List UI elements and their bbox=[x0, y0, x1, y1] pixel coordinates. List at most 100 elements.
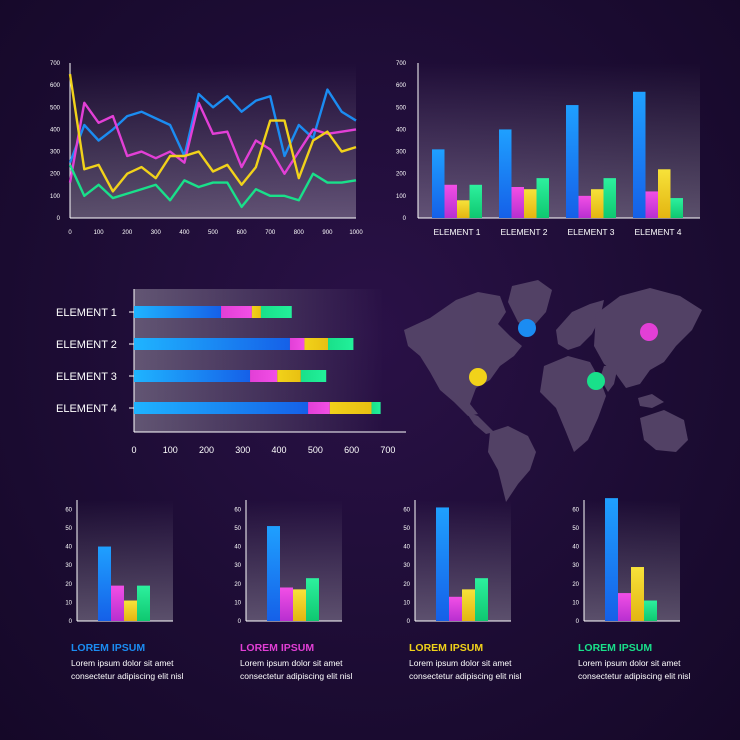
line-x-tick-label: 700 bbox=[265, 230, 276, 236]
mini-bar bbox=[462, 589, 475, 621]
mini-bar bbox=[631, 567, 644, 621]
grouped-y-tick-label: 200 bbox=[396, 172, 407, 178]
mini-y-tick-label: 60 bbox=[234, 507, 241, 513]
mini-bar bbox=[475, 578, 488, 621]
mini-y-tick-label: 20 bbox=[403, 582, 410, 588]
mini-bar-chart-1: 0 10 20 30 40 50 60 bbox=[65, 500, 173, 625]
mini-y-tick-label: 0 bbox=[576, 619, 580, 625]
mini-y-tick-label: 20 bbox=[572, 582, 579, 588]
line-x-tick-label: 300 bbox=[151, 230, 162, 236]
stacked-bar-segment bbox=[134, 338, 290, 350]
mini-y-tick-label: 10 bbox=[572, 600, 579, 606]
grouped-bar bbox=[591, 189, 604, 218]
grouped-y-tick-label: 700 bbox=[396, 61, 407, 67]
line-series-yellow bbox=[68, 73, 357, 193]
mini-bar bbox=[436, 507, 449, 621]
grouped-y-tick-label: 300 bbox=[396, 150, 407, 156]
grouped-y-tick-label: 0 bbox=[403, 216, 407, 222]
map-marker-green[interactable] bbox=[587, 372, 605, 390]
mini-bar bbox=[98, 546, 111, 621]
grouped-bar bbox=[566, 105, 579, 218]
grouped-bar bbox=[511, 187, 524, 218]
map-africa bbox=[540, 356, 606, 452]
stacked-bar-segment bbox=[221, 306, 252, 318]
caption-2: LOREM IPSUM Lorem ipsum dolor sit amet c… bbox=[240, 642, 380, 684]
grouped-bar bbox=[658, 169, 671, 218]
grouped-bar bbox=[603, 178, 616, 218]
mini-bar bbox=[644, 600, 657, 621]
mini-y-tick-label: 20 bbox=[65, 582, 72, 588]
stacked-bar-segment bbox=[328, 338, 354, 350]
line-y-tick-label: 400 bbox=[50, 127, 61, 133]
mini-bar bbox=[306, 578, 319, 621]
grouped-category-label: ELEMENT 1 bbox=[433, 227, 480, 237]
stacked-bar-segment bbox=[134, 402, 309, 414]
caption-2-line2: consectetur adipiscing elit nisl bbox=[240, 671, 353, 681]
mini-bar-chart-3: 0 10 20 30 40 50 60 bbox=[403, 500, 511, 625]
mini-y-tick-label: 50 bbox=[234, 526, 241, 532]
stacked-category-label: ELEMENT 4 bbox=[56, 403, 117, 415]
line-x-tick-label: 1000 bbox=[349, 230, 363, 236]
mini-y-tick-label: 0 bbox=[238, 619, 242, 625]
mini-y-tick-label: 60 bbox=[65, 507, 72, 513]
grouped-bar bbox=[444, 184, 457, 218]
stacked-bar-segment bbox=[251, 306, 261, 318]
mini-bar bbox=[605, 498, 618, 621]
caption-1: LOREM IPSUM Lorem ipsum dolor sit amet c… bbox=[71, 642, 211, 684]
grouped-category-label: ELEMENT 4 bbox=[634, 227, 681, 237]
grouped-bar bbox=[457, 200, 470, 218]
mini-y-tick-label: 50 bbox=[572, 526, 579, 532]
mini-y-tick-label: 30 bbox=[403, 563, 410, 569]
world-map bbox=[404, 280, 702, 502]
stacked-x-tick-label: 600 bbox=[344, 445, 359, 455]
stacked-bar-segment bbox=[304, 338, 329, 350]
mini-y-tick-label: 30 bbox=[65, 563, 72, 569]
line-y-tick-label: 100 bbox=[50, 194, 61, 200]
map-marker-pink[interactable] bbox=[640, 323, 658, 341]
grouped-bar bbox=[469, 184, 482, 218]
stacked-category-label: ELEMENT 1 bbox=[56, 307, 117, 319]
grouped-bar bbox=[536, 178, 549, 218]
grouped-bar bbox=[432, 149, 445, 218]
stacked-bar-segment bbox=[300, 370, 327, 382]
mini-bar bbox=[449, 596, 462, 621]
map-australia bbox=[640, 410, 688, 452]
map-marker-yellow[interactable] bbox=[469, 368, 487, 386]
stacked-x-tick-label: 700 bbox=[380, 445, 395, 455]
mini-y-tick-label: 20 bbox=[234, 582, 241, 588]
line-x-tick-label: 900 bbox=[322, 230, 333, 236]
mini-y-tick-label: 40 bbox=[234, 545, 241, 551]
stacked-x-tick-label: 400 bbox=[272, 445, 287, 455]
caption-4: LOREM IPSUM Lorem ipsum dolor sit amet c… bbox=[578, 642, 718, 684]
caption-3-line1: Lorem ipsum dolor sit amet bbox=[409, 658, 512, 668]
caption-4-title: LOREM IPSUM bbox=[578, 642, 653, 654]
mini-y-tick-label: 50 bbox=[403, 526, 410, 532]
grouped-y-tick-label: 500 bbox=[396, 105, 407, 111]
grouped-bar bbox=[670, 198, 683, 218]
map-markers bbox=[469, 319, 658, 390]
line-y-tick-label: 0 bbox=[57, 216, 61, 222]
map-marker-blue[interactable] bbox=[518, 319, 536, 337]
caption-1-line2: consectetur adipiscing elit nisl bbox=[71, 671, 184, 681]
mini-y-tick-label: 0 bbox=[407, 619, 411, 625]
stacked-bar-segment bbox=[260, 306, 292, 318]
stacked-bar-segment bbox=[134, 306, 222, 318]
mini-bar bbox=[137, 585, 150, 621]
caption-4-line2: consectetur adipiscing elit nisl bbox=[578, 671, 691, 681]
caption-2-title: LOREM IPSUM bbox=[240, 642, 315, 654]
grouped-bar bbox=[645, 191, 658, 218]
grouped-bar bbox=[524, 189, 537, 218]
grouped-category-label: ELEMENT 2 bbox=[500, 227, 547, 237]
line-y-tick-label: 200 bbox=[50, 172, 61, 178]
line-x-tick-label: 0 bbox=[68, 230, 72, 236]
stacked-bar-segment bbox=[289, 338, 305, 350]
stacked-category-label: ELEMENT 3 bbox=[56, 371, 117, 383]
map-indonesia bbox=[638, 394, 664, 408]
mini-bar bbox=[124, 600, 137, 621]
mini-bar-chart-2: 0 10 20 30 40 50 60 bbox=[234, 500, 342, 625]
mini-bar bbox=[111, 585, 124, 621]
map-north-america bbox=[404, 292, 522, 416]
line-series-blue bbox=[68, 88, 357, 164]
grouped-category-label: ELEMENT 3 bbox=[567, 227, 614, 237]
line-x-tick-label: 500 bbox=[208, 230, 219, 236]
